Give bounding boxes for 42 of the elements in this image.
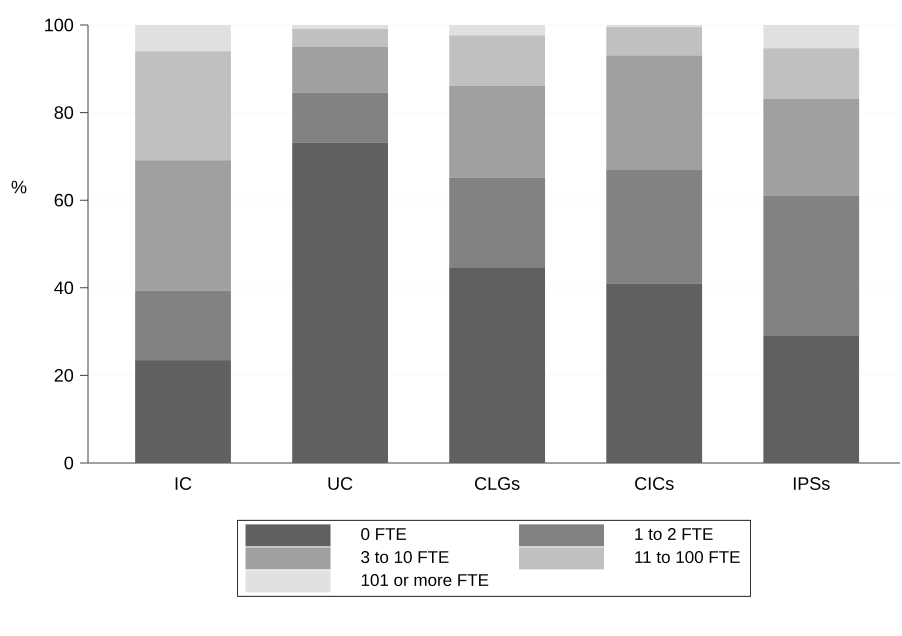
legend-label: 11 to 100 FTE <box>635 551 740 564</box>
bar <box>292 46 388 93</box>
x-tick-label: IPSs <box>794 477 830 490</box>
bar <box>606 170 702 284</box>
x-tick-label: UC <box>328 477 352 490</box>
y-tick-label: 20 <box>54 369 74 382</box>
bar <box>606 24 702 28</box>
bar <box>606 56 702 170</box>
legend-label: 1 to 2 FTE <box>635 528 713 540</box>
legend-label: 101 or more FTE <box>362 574 488 586</box>
bar <box>449 268 546 463</box>
bar <box>606 27 702 56</box>
legend-label: 0 FTE <box>361 528 406 540</box>
bar <box>449 178 546 268</box>
y-tick-label: 0 <box>64 456 74 470</box>
y-tick-label: 60 <box>54 194 74 207</box>
y-axis-title: % <box>12 180 26 194</box>
x-tick-label: CLGs <box>475 477 520 490</box>
bar <box>763 24 860 48</box>
bar <box>292 24 388 29</box>
x-tick-label: IC <box>176 477 192 490</box>
bar <box>449 24 546 36</box>
bar <box>135 51 231 160</box>
bar <box>449 36 546 86</box>
legend-label: 3 to 10 FTE <box>361 551 449 564</box>
bar <box>763 99 860 196</box>
y-tick-label: 40 <box>54 281 74 294</box>
bar <box>135 160 231 291</box>
bar <box>763 48 860 100</box>
bar <box>763 336 860 463</box>
bar <box>292 142 388 463</box>
y-tick-label: 100 <box>45 18 74 32</box>
bar <box>763 196 860 336</box>
bar <box>449 86 546 178</box>
bar <box>135 360 231 463</box>
x-tick-label: CICs <box>635 477 674 490</box>
bar <box>292 92 388 143</box>
bar <box>135 290 231 360</box>
bar <box>135 24 231 52</box>
bar <box>606 284 702 463</box>
y-tick-label: 80 <box>54 106 74 119</box>
bar <box>292 28 388 47</box>
